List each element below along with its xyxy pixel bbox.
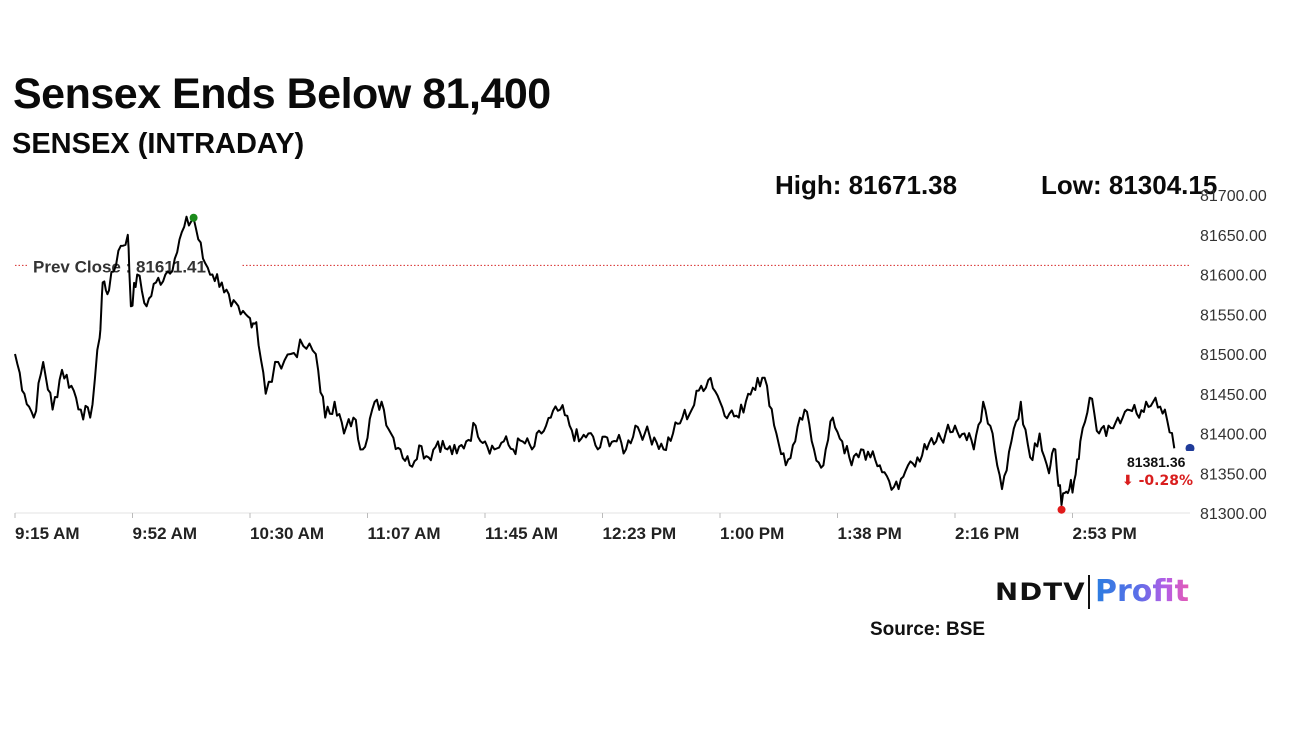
y-tick-label: 81700.00 xyxy=(1200,188,1267,205)
x-tick-label: 2:16 PM xyxy=(955,524,1019,543)
chart-title: SENSEX (INTRADAY) xyxy=(12,128,305,160)
y-tick-label: 81500.00 xyxy=(1200,347,1267,364)
y-tick-label: 81300.00 xyxy=(1200,506,1267,523)
change-percent-label: ⬇ -0.28% xyxy=(1122,473,1193,489)
x-tick-label: 12:23 PM xyxy=(603,524,677,543)
x-tick-label: 11:45 AM xyxy=(485,524,558,543)
logo-profit-text: Profit xyxy=(1094,574,1189,609)
day-high-label: High: 81671.38 xyxy=(775,170,958,200)
x-tick-label: 11:07 AM xyxy=(368,524,441,543)
prev-close-label: Prev Close : 81611.41 xyxy=(33,257,206,276)
x-tick-label: 10:30 AM xyxy=(250,524,324,543)
ndtv-profit-logo: NDTV Profit xyxy=(995,574,1189,609)
last-value-label-bg xyxy=(1122,451,1198,491)
logo-ndtv-text: NDTV xyxy=(995,577,1086,606)
x-tick-label: 9:52 AM xyxy=(133,524,198,543)
day-high-marker xyxy=(189,213,198,222)
x-tick-label: 1:00 PM xyxy=(720,524,784,543)
day-low-marker xyxy=(1057,505,1066,514)
y-tick-label: 81550.00 xyxy=(1200,307,1267,324)
x-tick-label: 1:38 PM xyxy=(838,524,902,543)
prev-close-label-bg xyxy=(28,254,242,277)
last-price-marker xyxy=(1185,443,1195,453)
y-tick-label: 81400.00 xyxy=(1200,427,1267,444)
headline: Sensex Ends Below 81,400 xyxy=(13,70,551,118)
logo-separator xyxy=(1087,574,1090,609)
x-tick-label: 2:53 PM xyxy=(1073,524,1137,543)
last-value-label: 81381.36 xyxy=(1127,454,1186,470)
y-tick-label: 81450.00 xyxy=(1200,387,1267,404)
y-tick-label: 81600.00 xyxy=(1200,268,1267,285)
y-tick-label: 81650.00 xyxy=(1200,228,1267,245)
source-note: Source: BSE xyxy=(870,619,986,640)
x-tick-label: 9:15 AM xyxy=(15,524,80,543)
y-tick-label: 81350.00 xyxy=(1200,466,1267,483)
day-low-label: Low: 81304.15 xyxy=(1041,170,1218,200)
